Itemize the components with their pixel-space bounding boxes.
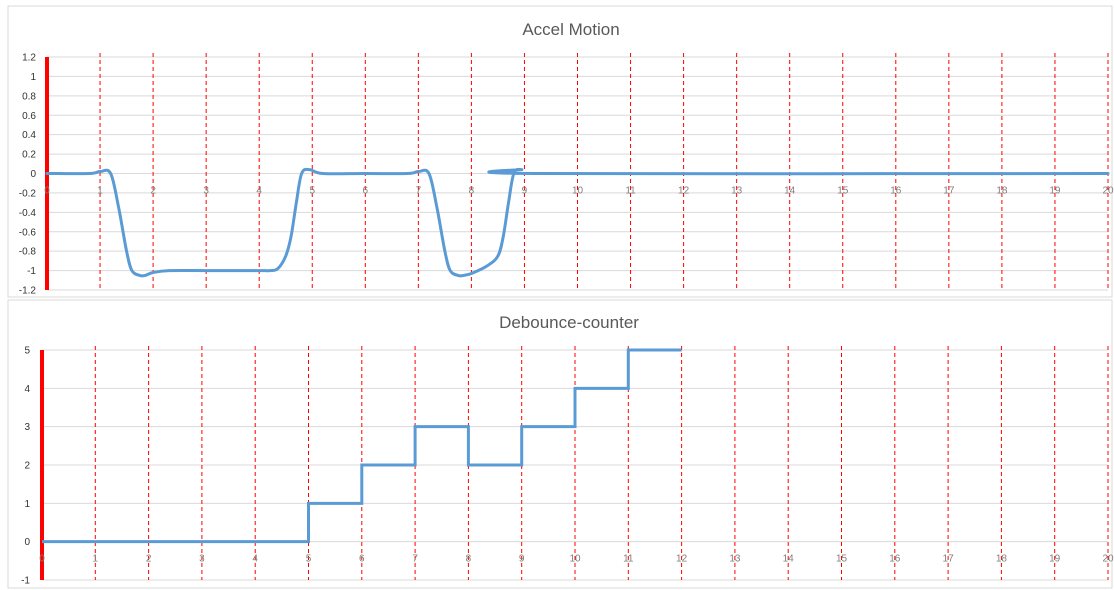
x-tick-label: 0 — [44, 186, 50, 197]
x-tick-label: 14 — [784, 186, 796, 197]
debounce-y-tick-labels: -1 0 1 2 3 4 5 — [21, 346, 30, 587]
accel-chart-frame — [7, 5, 1113, 298]
accel-series-line — [45, 167, 1110, 278]
x-tick-label: 5 — [306, 554, 312, 565]
x-tick-label: 0 — [39, 554, 45, 565]
x-tick-label: 14 — [783, 554, 795, 565]
y-tick-label: -0.6 — [19, 227, 37, 238]
y-tick-label: 0.4 — [22, 130, 36, 141]
debounce-chart-frame — [7, 299, 1113, 589]
x-tick-label: 20 — [1102, 554, 1114, 565]
debounce-x-tick-labels: 0 1 2 3 4 5 6 7 8 9 10 11 12 13 14 15 16 17 18 19 20 — [39, 554, 1114, 565]
x-tick-label: 5 — [309, 186, 315, 197]
debounce-series-line — [42, 348, 682, 544]
x-tick-label: 12 — [678, 186, 690, 197]
x-tick-label: 17 — [943, 186, 955, 197]
accel-y-tick-labels: -1.2 -1 -0.8 -0.6 -0.4 -0.2 0 0.2 0.4 0.6 0.8 1 1.2 — [19, 53, 37, 297]
accel-motion-chart: Accel Motion -1.2 -1 -0.8 -0.6 -0.4 -0.2 0 0.2 0… — [7, 5, 1114, 298]
y-tick-label: 0 — [24, 537, 30, 548]
y-tick-label: 0.2 — [22, 150, 36, 161]
x-tick-label: 19 — [1049, 186, 1061, 197]
y-tick-label: 3 — [24, 422, 30, 433]
y-tick-label: 2 — [24, 461, 30, 472]
x-tick-label: 20 — [1102, 186, 1114, 197]
x-tick-label: 1 — [97, 186, 103, 197]
x-tick-label: 6 — [359, 554, 365, 565]
x-tick-label: 18 — [996, 554, 1008, 565]
x-tick-label: 7 — [416, 186, 422, 197]
x-tick-label: 9 — [519, 554, 525, 565]
x-tick-label: 11 — [623, 554, 634, 565]
x-tick-label: 9 — [522, 186, 528, 197]
x-tick-label: 17 — [943, 554, 955, 565]
x-tick-label: 15 — [836, 554, 848, 565]
y-tick-label: -1 — [27, 266, 36, 277]
x-tick-label: 16 — [890, 186, 902, 197]
debounce-chart-title: Debounce-counter — [499, 313, 639, 332]
x-tick-label: 6 — [363, 186, 369, 197]
y-tick-label: -1 — [21, 576, 30, 587]
y-tick-label: 0.6 — [22, 111, 36, 122]
x-tick-label: 11 — [625, 186, 636, 197]
x-tick-label: 12 — [676, 554, 688, 565]
x-tick-label: 8 — [466, 554, 472, 565]
y-tick-label: 1.2 — [22, 53, 36, 64]
y-tick-label: -1.2 — [19, 286, 37, 297]
x-tick-label: 15 — [837, 186, 849, 197]
y-tick-label: 1 — [24, 499, 30, 510]
y-tick-label: 4 — [24, 384, 30, 395]
x-tick-label: 3 — [203, 186, 209, 197]
y-tick-label: -0.4 — [19, 208, 37, 219]
x-tick-label: 4 — [256, 186, 262, 197]
accel-x-tick-labels: 0 1 2 3 4 5 6 7 8 9 10 11 12 13 14 15 16 17 18 19 20 — [44, 186, 1114, 197]
x-tick-label: 13 — [731, 186, 743, 197]
accel-chart-title: Accel Motion — [522, 20, 619, 39]
x-tick-label: 4 — [252, 554, 258, 565]
y-tick-label: -0.8 — [19, 247, 37, 258]
x-tick-label: 7 — [412, 554, 418, 565]
x-tick-label: 19 — [1049, 554, 1061, 565]
y-tick-label: 5 — [24, 346, 30, 357]
x-tick-label: 13 — [729, 554, 741, 565]
x-tick-label: 2 — [146, 554, 152, 565]
x-tick-label: 18 — [996, 186, 1008, 197]
y-tick-label: 0.8 — [22, 91, 36, 102]
x-tick-label: 16 — [889, 554, 901, 565]
y-tick-label: 1 — [30, 72, 36, 83]
x-tick-label: 8 — [469, 186, 475, 197]
x-tick-label: 3 — [199, 554, 205, 565]
x-tick-label: 10 — [569, 554, 581, 565]
x-tick-label: 2 — [150, 186, 156, 197]
x-tick-label: 1 — [93, 554, 99, 565]
y-tick-label: 0 — [30, 169, 36, 180]
y-tick-label: -0.2 — [19, 188, 37, 199]
x-tick-label: 10 — [572, 186, 584, 197]
